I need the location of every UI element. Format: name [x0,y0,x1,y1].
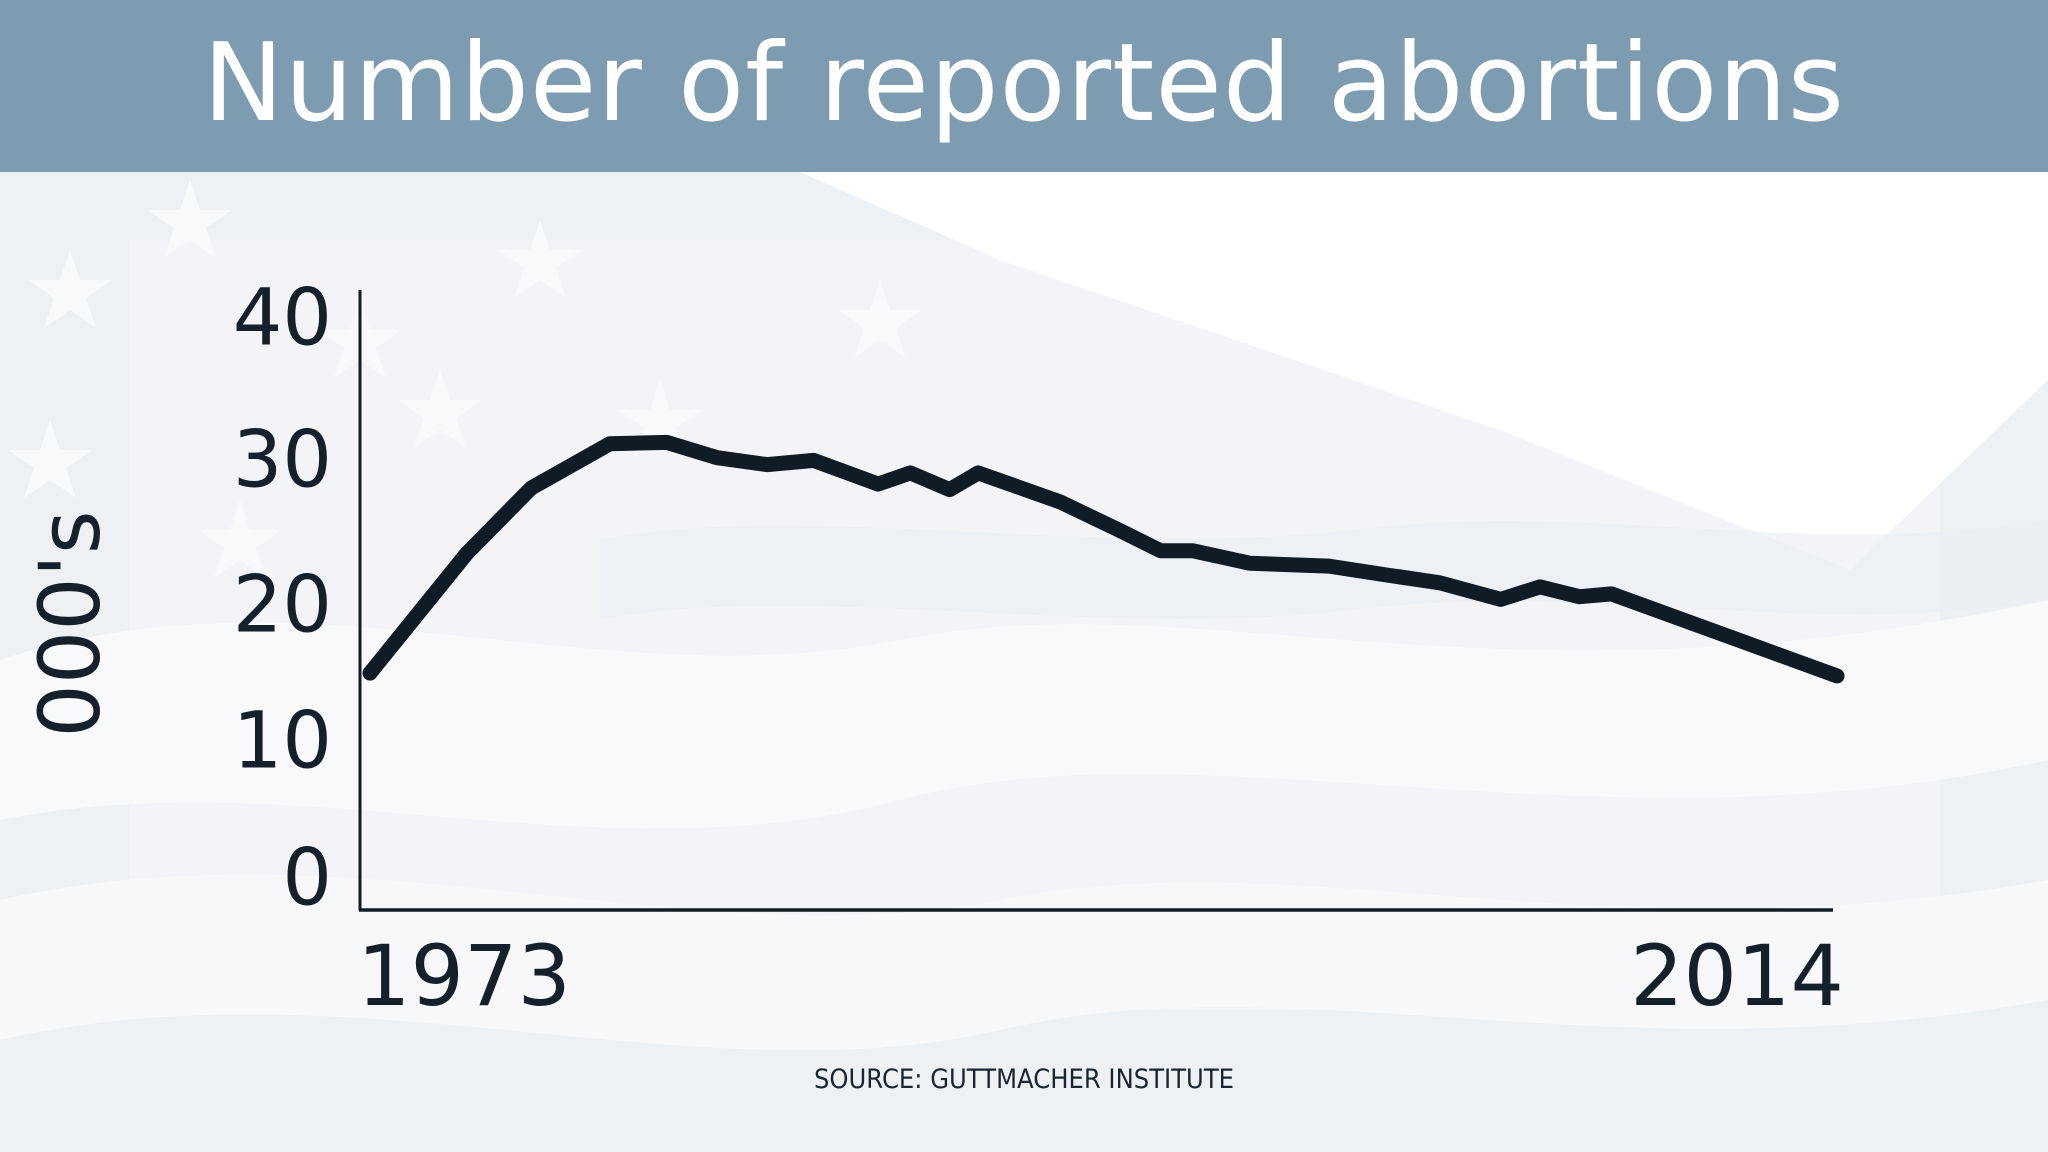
y-tick-10: 10 [233,696,332,786]
y-axis-tick-labels: 0 10 20 30 40 [233,273,332,923]
title-bar: Number of reported abortions [0,0,2048,172]
chart-title: Number of reported abortions [202,20,1846,146]
y-tick-20: 20 [233,560,332,650]
y-tick-0: 0 [282,833,332,923]
abortions-series-line [362,434,1845,684]
x-start-label: 1973 [357,927,571,1025]
y-tick-40: 40 [233,273,332,363]
y-axis-unit-label: 000's [21,510,119,737]
source-caption: SOURCE: GUTTMACHER INSTITUTE [813,1064,1235,1095]
x-end-label: 2014 [1630,927,1844,1025]
y-tick-30: 30 [233,415,332,505]
